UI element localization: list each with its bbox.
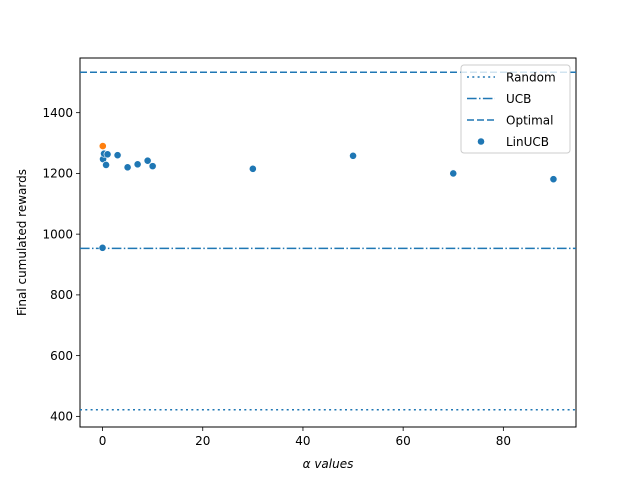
legend-label: Optimal xyxy=(506,113,553,127)
y-tick-label: 600 xyxy=(50,349,73,363)
data-point xyxy=(349,151,357,160)
legend-label: UCB xyxy=(506,92,531,106)
legend-item: UCB xyxy=(467,92,531,106)
x-axis: 0 20 40 60 80 xyxy=(99,427,511,448)
y-tick-label: 1200 xyxy=(42,167,73,181)
data-point xyxy=(123,163,132,172)
legend-label: LinUCB xyxy=(506,135,549,149)
legend-item: LinUCB xyxy=(477,135,549,149)
x-axis-label: α values xyxy=(303,457,354,471)
x-tick-label: 60 xyxy=(396,434,411,448)
data-point xyxy=(133,160,142,169)
legend-box xyxy=(460,64,571,154)
legend-label: Random xyxy=(506,70,556,84)
legend-item: Random xyxy=(467,70,556,84)
x-tick-label: 20 xyxy=(195,434,210,448)
y-axis: 400 600 800 1000 1200 1400 xyxy=(42,106,80,424)
data-point xyxy=(113,151,122,160)
x-tick-label: 40 xyxy=(295,434,310,448)
data-point xyxy=(248,164,257,173)
axes-frame xyxy=(79,57,577,428)
data-point xyxy=(449,169,458,178)
data-point xyxy=(143,156,152,165)
data-point xyxy=(549,175,558,184)
data-point xyxy=(102,161,110,169)
legend-item: Optimal xyxy=(467,113,553,127)
data-point xyxy=(148,162,157,171)
y-tick-label: 1400 xyxy=(42,106,73,120)
data-points xyxy=(98,142,558,252)
legend: Random UCB Optimal LinUCB xyxy=(460,64,571,154)
data-point xyxy=(98,243,107,252)
legend-swatch xyxy=(477,137,485,146)
y-tick-label: 1000 xyxy=(42,227,73,241)
data-point xyxy=(98,142,107,150)
x-tick-label: 0 xyxy=(99,434,107,448)
y-tick-label: 400 xyxy=(50,410,73,424)
y-axis-label: Final cumulated rewards xyxy=(15,169,29,316)
y-tick-label: 800 xyxy=(50,288,73,302)
data-point xyxy=(103,150,112,159)
x-tick-label: 80 xyxy=(496,434,511,448)
